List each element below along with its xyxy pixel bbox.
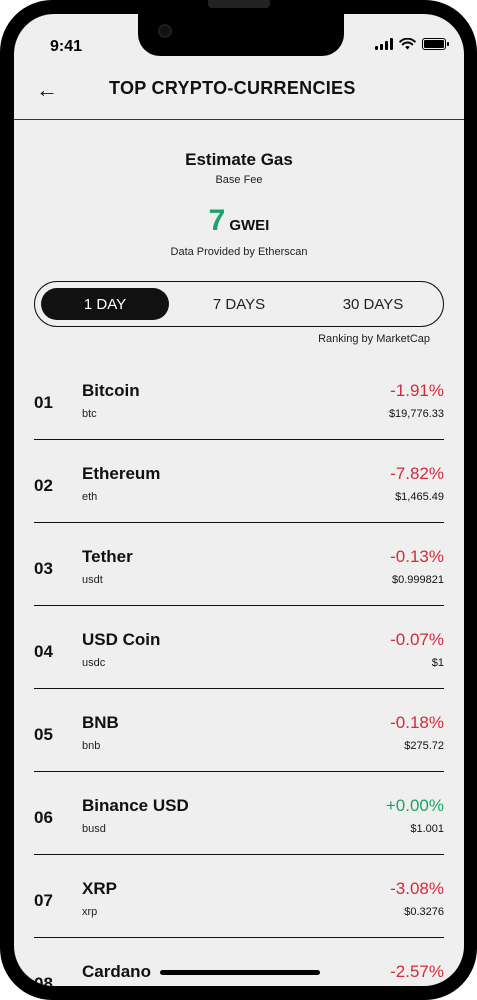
coin-rank: 03 — [34, 559, 53, 578]
coin-rank: 04 — [34, 642, 53, 661]
coin-name: Bitcoin — [82, 381, 140, 400]
cellular-signal-icon — [375, 38, 393, 50]
camera-notch — [138, 14, 344, 56]
coin-price: $275.72 — [404, 740, 444, 752]
coin-symbol: eth — [82, 491, 98, 503]
period-toggle: 1 DAY 7 DAYS 30 DAYS — [34, 281, 444, 327]
coin-price: $0.999821 — [392, 574, 444, 586]
coin-name: Cardano — [82, 962, 151, 981]
gas-subtitle: Base Fee — [215, 174, 263, 186]
coin-row[interactable]: 07 XRP xrp -3.08% $0.3276 — [34, 855, 444, 938]
tab-30-days[interactable]: 30 DAYS — [342, 295, 404, 313]
ranking-label: Ranking by MarketCap — [318, 333, 430, 345]
page-title: TOP CRYPTO-CURRENCIES — [109, 78, 356, 98]
wifi-icon — [399, 38, 416, 50]
front-camera-icon — [158, 24, 172, 38]
coin-symbol: busd — [82, 823, 106, 835]
coin-list: 01 Bitcoin btc -1.91% $19,776.33 02 Ethe… — [34, 357, 444, 986]
app-screen: 9:41 ← TOP CRYPTO-CURRENCIES Estimate Ga… — [14, 14, 464, 986]
coin-change: -2.57% — [390, 962, 444, 981]
coin-name: Tether — [82, 547, 133, 566]
gas-value: 7 — [208, 204, 226, 237]
coin-symbol: btc — [82, 408, 97, 420]
coin-change: -0.07% — [390, 630, 444, 649]
coin-price: $1 — [431, 657, 444, 669]
coin-row[interactable]: 05 BNB bnb -0.18% $275.72 — [34, 689, 444, 772]
coin-symbol: usdt — [82, 574, 103, 586]
coin-price: $1,465.49 — [395, 491, 444, 503]
coin-name: USD Coin — [82, 630, 161, 649]
coin-rank: 06 — [34, 808, 53, 827]
gas-unit: GWEI — [229, 217, 270, 234]
coin-change: -1.91% — [390, 381, 444, 400]
coin-price: $19,776.33 — [388, 408, 444, 420]
coin-row[interactable]: 06 Binance USD busd +0.00% $1.001 — [34, 772, 444, 855]
coin-change: +0.00% — [385, 796, 444, 815]
coin-name: BNB — [82, 713, 119, 732]
coin-name: Binance USD — [82, 796, 189, 815]
phone-top-button — [208, 0, 270, 8]
coin-row[interactable]: 02 Ethereum eth -7.82% $1,465.49 — [34, 440, 444, 523]
gas-provider: Data Provided by Etherscan — [170, 246, 308, 258]
coin-change: -7.82% — [390, 464, 444, 483]
coin-rank: 07 — [34, 891, 53, 910]
coin-rank: 02 — [34, 476, 53, 495]
coin-symbol: usdc — [82, 657, 106, 669]
home-indicator[interactable] — [160, 970, 320, 975]
tab-1-day[interactable]: 1 DAY — [41, 288, 169, 320]
coin-rank: 08 — [34, 974, 53, 986]
coin-symbol: bnb — [82, 740, 101, 752]
back-arrow-icon[interactable]: ← — [36, 77, 58, 102]
coin-rank: 01 — [34, 393, 53, 412]
coin-change: -0.13% — [390, 547, 444, 566]
coin-name: XRP — [82, 879, 117, 898]
gas-title: Estimate Gas — [185, 150, 293, 169]
status-time: 9:41 — [50, 38, 83, 55]
status-icons — [375, 38, 449, 50]
coin-row[interactable]: 04 USD Coin usdc -0.07% $1 — [34, 606, 444, 689]
coin-change: -3.08% — [390, 879, 444, 898]
coin-rank: 05 — [34, 725, 53, 744]
coin-row[interactable]: 03 Tether usdt -0.13% $0.999821 — [34, 523, 444, 606]
coin-price: $0.3276 — [404, 906, 444, 918]
top-bar: ← TOP CRYPTO-CURRENCIES — [14, 70, 464, 120]
coin-symbol: xrp — [82, 906, 98, 918]
coin-row[interactable]: 01 Bitcoin btc -1.91% $19,776.33 — [34, 357, 444, 440]
coin-change: -0.18% — [390, 713, 444, 732]
battery-icon — [422, 38, 449, 50]
tab-7-days[interactable]: 7 DAYS — [212, 295, 266, 313]
gas-value-row: 7 GWEI — [14, 204, 464, 238]
coin-price: $1.001 — [410, 823, 444, 835]
coin-row[interactable]: 08 Cardano -2.57% — [34, 938, 444, 986]
coin-name: Ethereum — [82, 464, 161, 483]
